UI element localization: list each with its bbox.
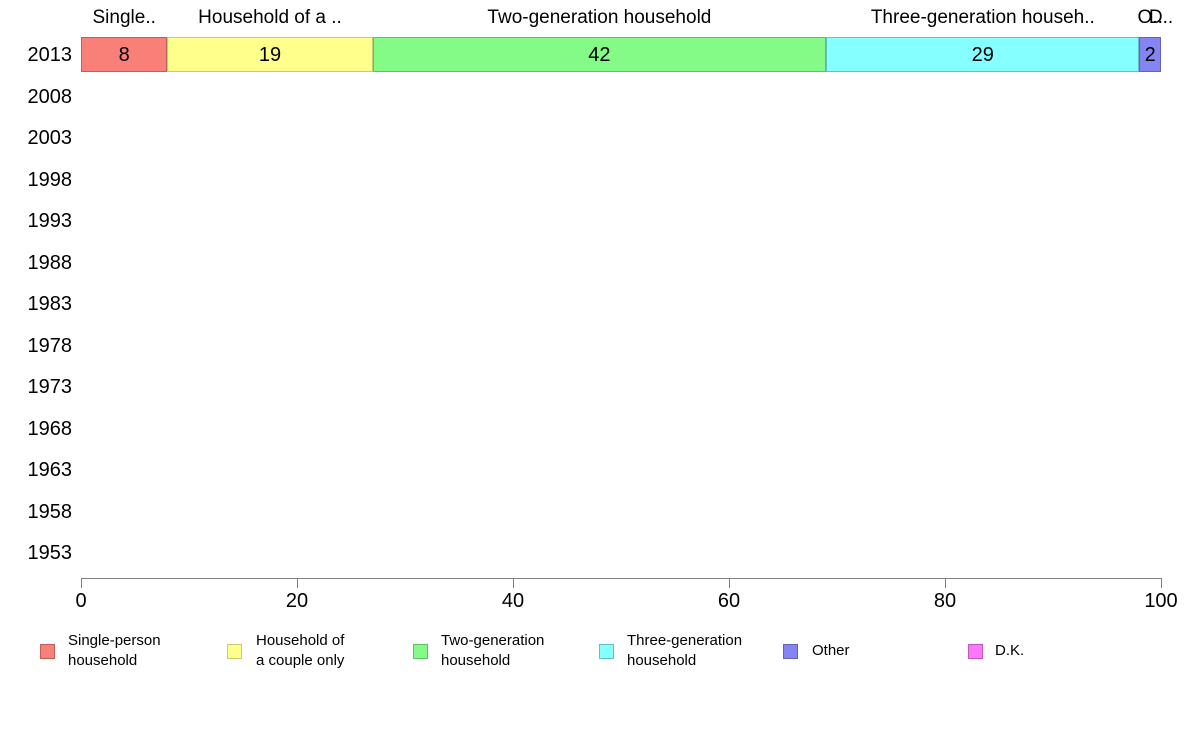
y-axis-label-1973: 1973	[27, 376, 73, 398]
legend-swatch	[227, 644, 242, 659]
y-axis-label-1978: 1978	[27, 334, 73, 357]
x-axis-line	[81, 578, 1162, 579]
series-top-label-5: D..	[1148, 7, 1174, 28]
x-axis-tick-20	[297, 578, 298, 588]
x-axis-tick-80	[945, 578, 946, 588]
y-axis-label-1993: 1993	[27, 210, 73, 232]
bar-value-label: 19	[258, 43, 282, 66]
legend-swatch	[783, 644, 798, 659]
y-axis-label-2008: 2008	[27, 85, 73, 108]
series-top-label-0: Single..	[92, 7, 156, 28]
y-axis-label-1953: 1953	[27, 542, 73, 564]
bar-segment-three-generation-household[interactable]: 29	[826, 37, 1140, 72]
legend-swatch	[40, 644, 55, 659]
x-axis-tick-label-0: 0	[75, 590, 87, 612]
y-axis-label-2003: 2003	[27, 127, 73, 149]
bar-value-label: 8	[118, 43, 130, 66]
series-top-label-4: O..	[1137, 7, 1163, 28]
bar-segment-single-person-household[interactable]: 8	[81, 37, 168, 72]
y-axis-label-1963: 1963	[27, 459, 73, 481]
y-axis-label-1988: 1988	[27, 251, 73, 274]
x-axis-tick-label-80: 80	[933, 590, 957, 612]
legend-label: Two-generation household	[441, 632, 545, 669]
y-axis-label-1983: 1983	[27, 293, 73, 315]
legend-label: D.K.	[995, 642, 1025, 659]
x-axis-tick-40	[513, 578, 514, 588]
bar-segment-household-of-a-couple-only[interactable]: 19	[167, 37, 373, 72]
y-axis-label-2013: 2013	[27, 44, 73, 66]
bar-value-label: 2	[1144, 43, 1156, 66]
legend-label: Other	[812, 642, 850, 659]
bar-segment-other[interactable]: 2	[1139, 37, 1161, 72]
x-axis-tick-label-60: 60	[717, 590, 741, 612]
series-top-label-2: Two-generation household	[487, 7, 712, 28]
legend-swatch	[968, 644, 983, 659]
series-top-label-3: Three-generation househ..	[870, 7, 1095, 28]
x-axis-tick-label-20: 20	[285, 590, 309, 612]
bar-value-label: 29	[971, 43, 994, 66]
x-axis-tick-60	[729, 578, 730, 588]
x-axis-tick-100	[1161, 578, 1162, 588]
legend-swatch	[413, 644, 428, 659]
bar-segment-two-generation-household[interactable]: 42	[372, 37, 827, 72]
legend-label: Household of a couple only	[256, 632, 345, 669]
x-axis-tick-0	[81, 578, 82, 588]
y-axis-label-1968: 1968	[27, 417, 73, 440]
x-axis-tick-label-40: 40	[501, 590, 525, 612]
series-top-label-1: Household of a ..	[198, 7, 342, 28]
bar-value-label: 42	[588, 43, 611, 66]
y-axis-label-1998: 1998	[27, 168, 73, 191]
x-axis-tick-label-100: 100	[1144, 590, 1178, 612]
legend-swatch	[599, 644, 614, 659]
legend-label: Three-generation household	[627, 632, 743, 669]
y-axis-label-1958: 1958	[27, 500, 73, 523]
legend-label: Single-person household	[68, 632, 161, 669]
